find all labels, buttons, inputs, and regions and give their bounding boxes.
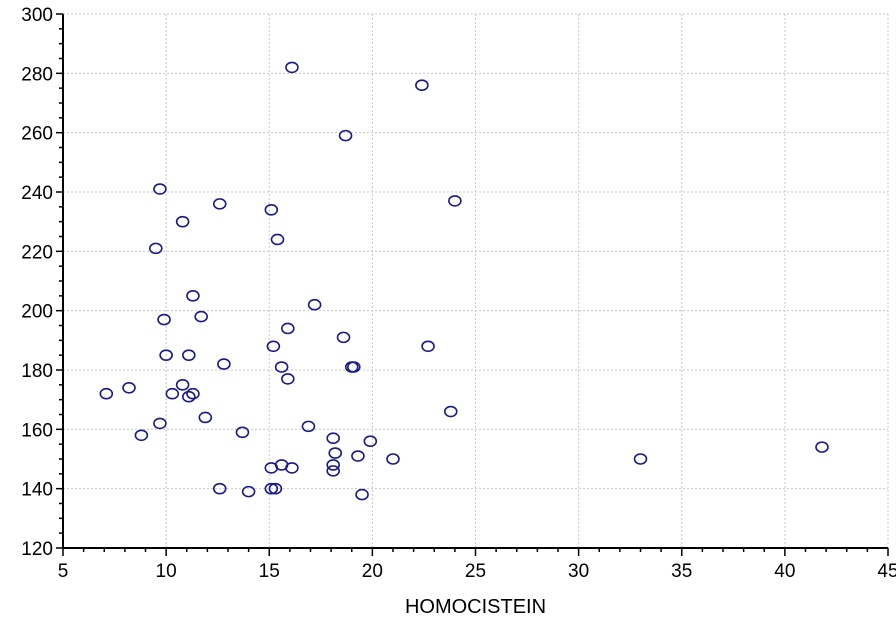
data-point xyxy=(815,441,829,453)
data-point xyxy=(186,387,200,400)
data-point xyxy=(241,485,256,498)
data-point xyxy=(347,361,361,373)
tick-layer: 120 140 160 180 200 220 240 260 280 300 5 10 15 20 25 3… xyxy=(21,5,896,582)
x-tick-label: 40 xyxy=(774,561,795,582)
data-point xyxy=(274,361,289,373)
y-tick-label: 260 xyxy=(21,124,53,145)
data-point xyxy=(159,349,173,361)
y-tick-label: 140 xyxy=(21,480,53,501)
data-point xyxy=(421,340,435,353)
data-point xyxy=(351,450,365,462)
data-point xyxy=(182,349,196,361)
data-point xyxy=(198,411,213,424)
data-point xyxy=(281,373,295,385)
data-point xyxy=(415,79,429,91)
data-point xyxy=(307,298,322,311)
data-point xyxy=(264,462,279,474)
y-tick-label: 280 xyxy=(21,64,53,85)
data-point xyxy=(134,429,149,442)
data-point xyxy=(149,242,163,255)
data-point xyxy=(363,435,378,448)
data-point xyxy=(217,358,231,370)
y-tick-label: 240 xyxy=(21,183,53,204)
data-point xyxy=(443,405,458,418)
data-point xyxy=(122,381,136,394)
data-point xyxy=(386,453,400,465)
data-point xyxy=(338,129,353,142)
data-point xyxy=(175,379,190,391)
y-tick-label: 200 xyxy=(21,302,53,323)
data-point xyxy=(266,340,281,353)
x-tick-label: 45 xyxy=(877,561,896,582)
data-point xyxy=(355,488,369,501)
data-point xyxy=(270,233,285,246)
x-tick-label: 5 xyxy=(58,561,69,582)
x-axis-title: HOMOCISTEIN xyxy=(405,596,546,617)
x-tick-label: 25 xyxy=(465,561,486,582)
grid-layer xyxy=(62,13,889,549)
data-point xyxy=(328,447,343,459)
y-tick-label: 120 xyxy=(21,539,53,560)
x-tick-label: 10 xyxy=(156,561,177,582)
data-point xyxy=(264,204,279,216)
data-point xyxy=(153,417,167,430)
x-tick-label: 15 xyxy=(259,561,280,582)
data-point xyxy=(212,198,227,210)
data-point xyxy=(235,426,250,439)
data-point xyxy=(268,482,283,495)
data-point xyxy=(633,453,648,465)
data-point xyxy=(157,313,171,326)
data-point xyxy=(336,331,351,344)
x-tick-label: 30 xyxy=(568,561,589,582)
x-tick-label: 35 xyxy=(671,561,692,582)
data-point xyxy=(186,290,200,302)
data-point xyxy=(194,310,208,323)
data-point xyxy=(182,390,196,403)
data-point xyxy=(301,420,316,433)
data-point xyxy=(165,387,180,400)
data-point xyxy=(326,465,340,477)
x-tick-label: 20 xyxy=(362,561,383,582)
data-point xyxy=(285,462,299,474)
data-point xyxy=(153,183,167,195)
data-point xyxy=(448,195,462,207)
y-tick-label: 300 xyxy=(21,5,53,26)
y-tick-label: 160 xyxy=(21,420,53,441)
y-tick-label: 220 xyxy=(21,242,53,263)
data-point xyxy=(212,482,227,495)
data-point xyxy=(326,459,340,471)
data-point xyxy=(99,387,114,400)
data-point xyxy=(281,322,295,335)
data-point xyxy=(326,432,340,445)
y-tick-label: 180 xyxy=(21,361,53,382)
data-point xyxy=(175,215,190,228)
data-point xyxy=(285,61,299,74)
data-point xyxy=(264,482,279,495)
point-layer xyxy=(99,61,829,501)
